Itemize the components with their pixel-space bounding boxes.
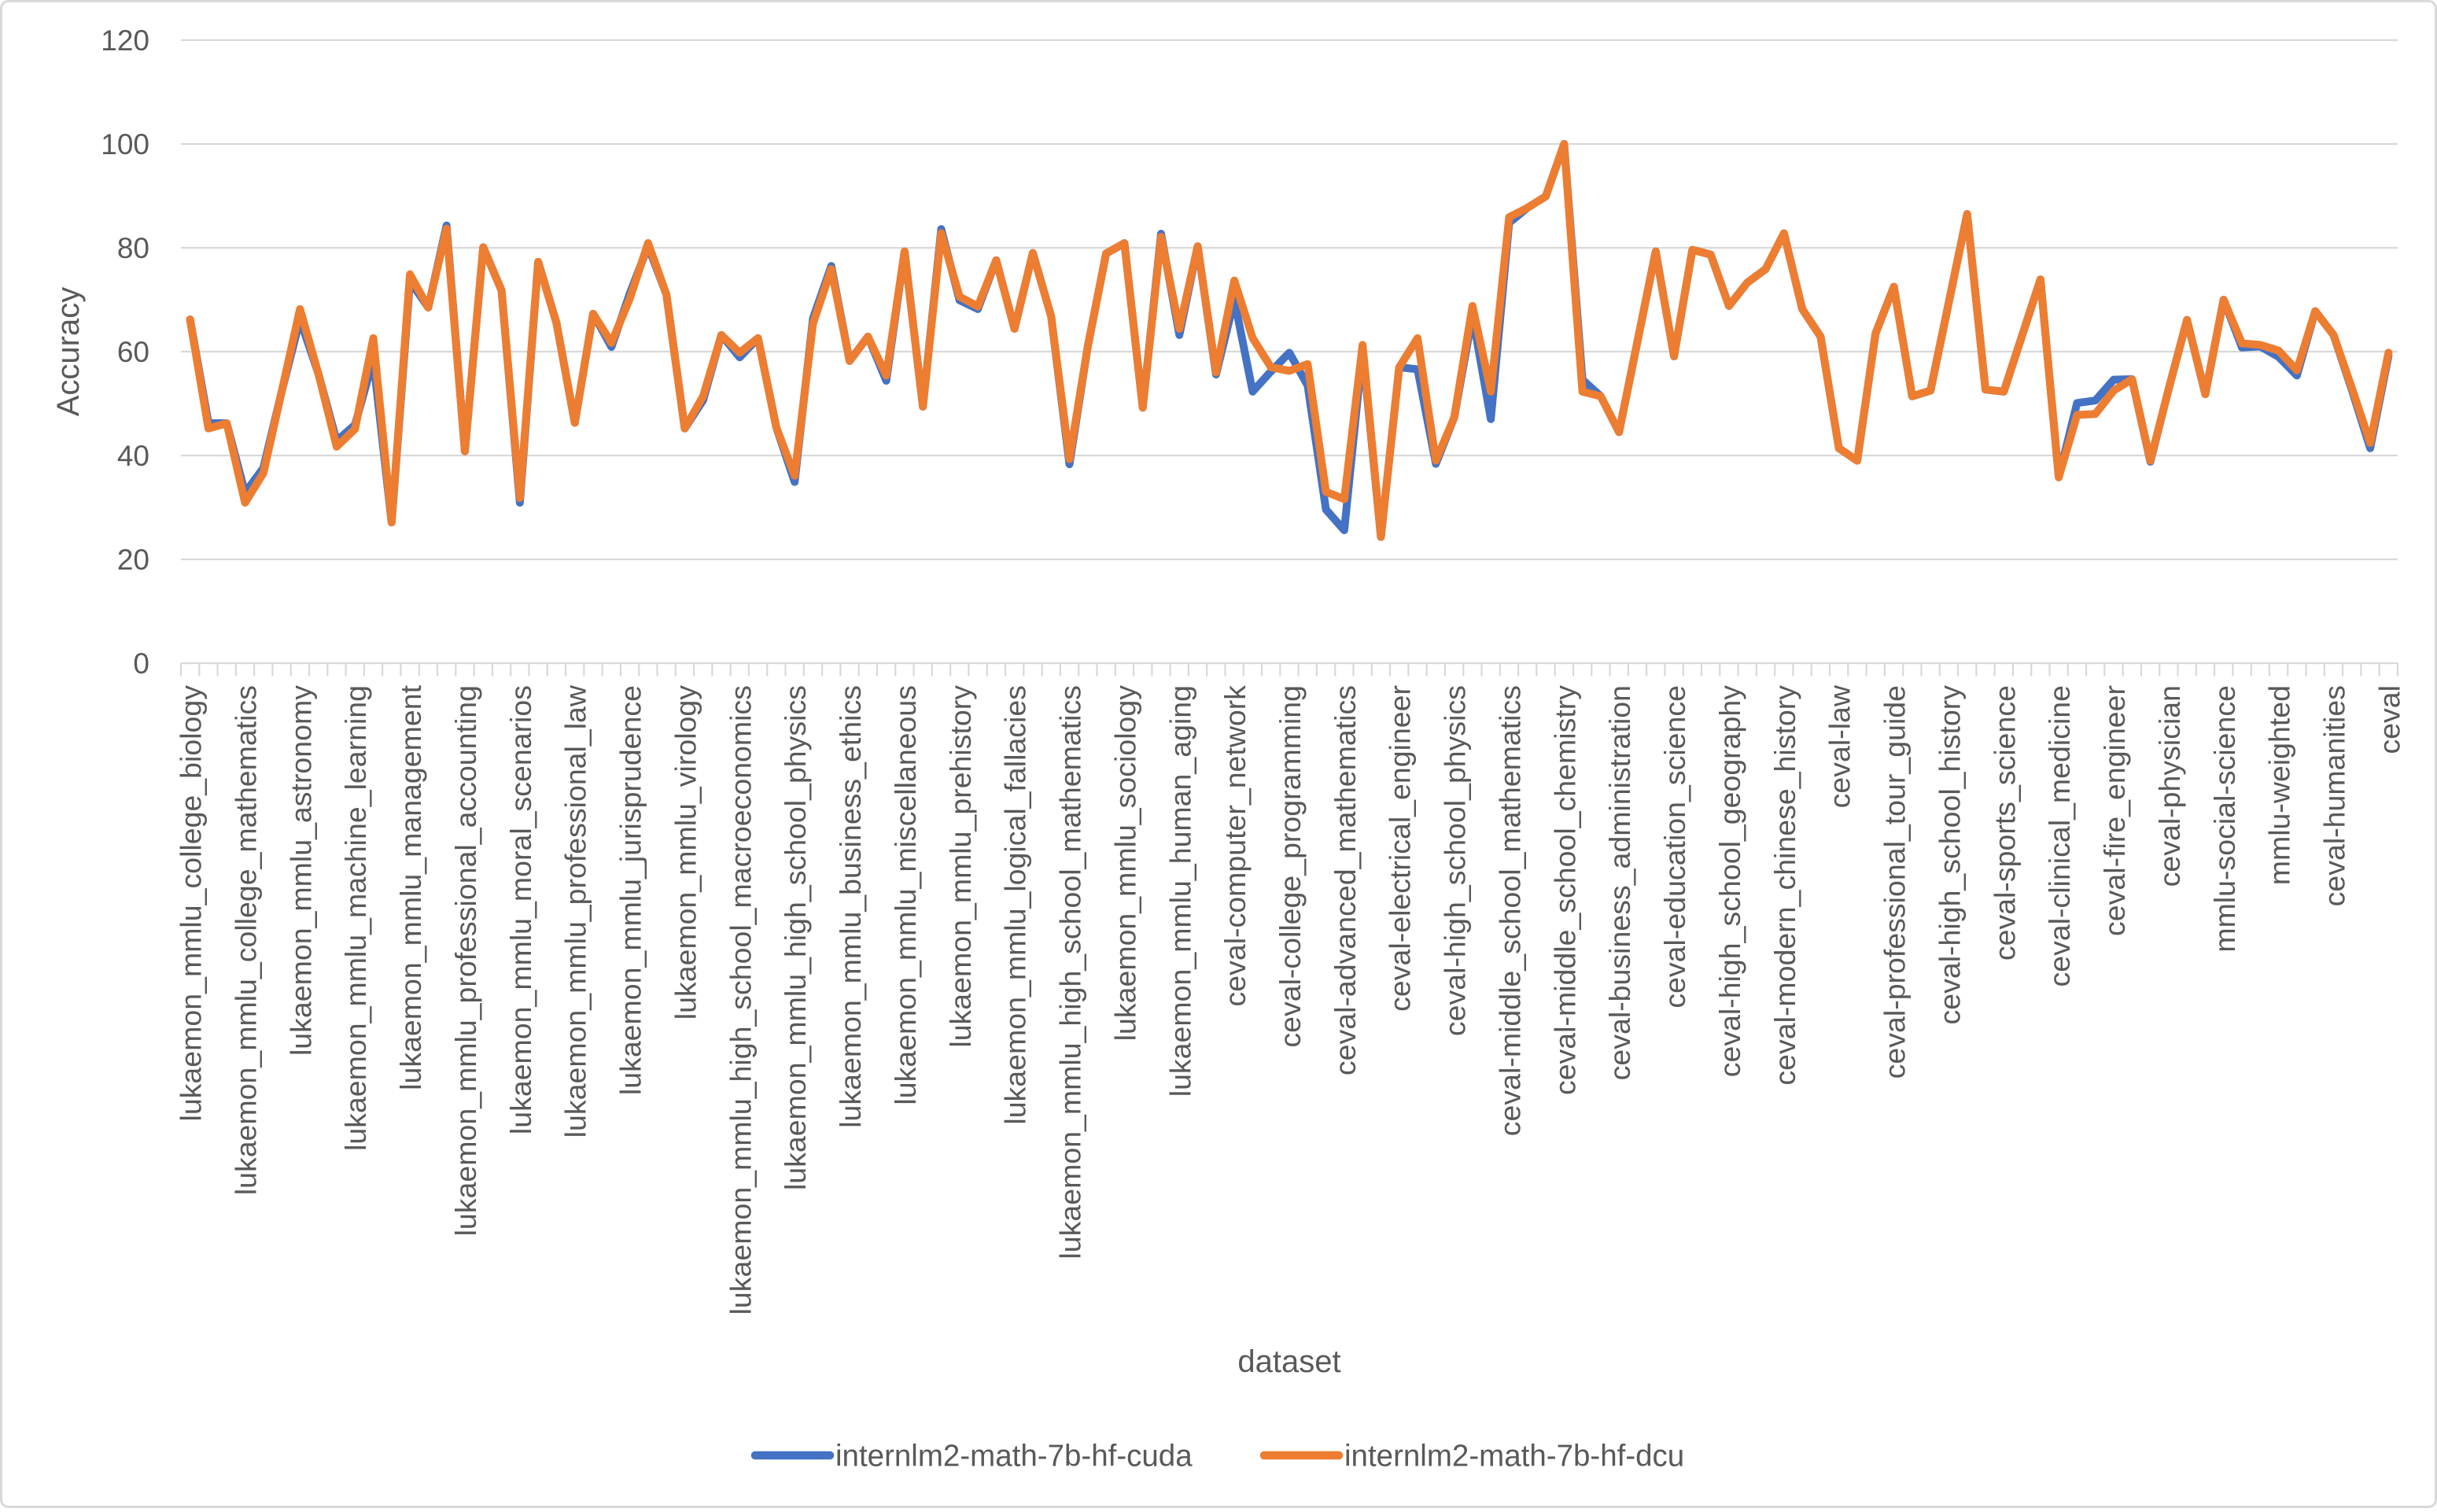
svg-text:ceval-high_school_history: ceval-high_school_history: [1933, 685, 1966, 1025]
svg-text:lukaemon_mmlu_high_school_phys: lukaemon_mmlu_high_school_physics: [779, 685, 812, 1190]
svg-text:120: 120: [101, 24, 149, 57]
svg-text:ceval-humanities: ceval-humanities: [2318, 685, 2351, 906]
svg-text:mmlu-social-science: mmlu-social-science: [2208, 685, 2241, 953]
svg-text:lukaemon_mmlu_management: lukaemon_mmlu_management: [394, 684, 427, 1090]
svg-text:lukaemon_mmlu_logical_fallacie: lukaemon_mmlu_logical_fallacies: [999, 685, 1032, 1125]
svg-text:lukaemon_mmlu_moral_scenarios: lukaemon_mmlu_moral_scenarios: [504, 685, 537, 1134]
svg-text:lukaemon_mmlu_miscellaneous: lukaemon_mmlu_miscellaneous: [889, 685, 922, 1105]
svg-text:ceval-business_administration: ceval-business_administration: [1603, 685, 1636, 1080]
svg-text:ceval-middle_school_mathematic: ceval-middle_school_mathematics: [1494, 685, 1527, 1136]
svg-text:lukaemon_mmlu_sociology: lukaemon_mmlu_sociology: [1108, 685, 1141, 1042]
svg-text:ceval-law: ceval-law: [1823, 684, 1856, 808]
svg-text:internlm2-math-7b-hf-dcu: internlm2-math-7b-hf-dcu: [1344, 1440, 1684, 1473]
svg-text:ceval-college_programming: ceval-college_programming: [1274, 685, 1307, 1048]
svg-text:ceval-modern_chinese_history: ceval-modern_chinese_history: [1768, 685, 1801, 1086]
svg-text:100: 100: [101, 128, 149, 160]
svg-text:lukaemon_mmlu_high_school_math: lukaemon_mmlu_high_school_mathematics: [1054, 685, 1087, 1259]
svg-text:lukaemon_mmlu_jurisprudence: lukaemon_mmlu_jurisprudence: [614, 685, 647, 1095]
svg-text:lukaemon_mmlu_prehistory: lukaemon_mmlu_prehistory: [944, 685, 977, 1048]
svg-text:ceval-advanced_mathematics: ceval-advanced_mathematics: [1329, 685, 1362, 1075]
svg-text:ceval-education_science: ceval-education_science: [1658, 685, 1691, 1009]
svg-text:ceval-professional_tour_guide: ceval-professional_tour_guide: [1878, 685, 1912, 1079]
svg-text:ceval-physician: ceval-physician: [2153, 685, 2186, 887]
svg-text:ceval-high_school_geography: ceval-high_school_geography: [1713, 685, 1746, 1078]
svg-text:ceval-high_school_physics: ceval-high_school_physics: [1439, 685, 1472, 1036]
svg-text:0: 0: [133, 647, 149, 680]
svg-text:ceval-sports_science: ceval-sports_science: [1988, 685, 2021, 961]
svg-text:mmlu-weighted: mmlu-weighted: [2263, 685, 2296, 885]
svg-text:lukaemon_mmlu_astronomy: lukaemon_mmlu_astronomy: [284, 685, 317, 1056]
svg-text:dataset: dataset: [1237, 1344, 1340, 1379]
svg-text:ceval-computer_network: ceval-computer_network: [1218, 685, 1252, 1007]
svg-text:lukaemon_mmlu_college_biology: lukaemon_mmlu_college_biology: [175, 685, 208, 1122]
svg-text:lukaemon_mmlu_machine_learning: lukaemon_mmlu_machine_learning: [339, 685, 372, 1151]
svg-text:lukaemon_mmlu_high_school_macr: lukaemon_mmlu_high_school_macroeconomics: [724, 685, 757, 1315]
svg-text:lukaemon_mmlu_college_mathemat: lukaemon_mmlu_college_mathematics: [230, 685, 263, 1195]
svg-text:lukaemon_mmlu_human_aging: lukaemon_mmlu_human_aging: [1163, 685, 1196, 1097]
svg-text:lukaemon_mmlu_virology: lukaemon_mmlu_virology: [669, 685, 702, 1020]
svg-text:lukaemon_mmlu_professional_law: lukaemon_mmlu_professional_law: [559, 684, 592, 1138]
svg-text:ceval-fire_engineer: ceval-fire_engineer: [2098, 685, 2131, 936]
svg-text:40: 40: [117, 440, 149, 472]
svg-text:Accuracy: Accuracy: [51, 287, 86, 417]
svg-text:lukaemon_mmlu_professional_acc: lukaemon_mmlu_professional_accounting: [449, 685, 482, 1236]
svg-text:20: 20: [117, 544, 149, 576]
svg-text:60: 60: [117, 336, 149, 368]
svg-text:ceval-middle_school_chemistry: ceval-middle_school_chemistry: [1548, 685, 1581, 1095]
svg-text:80: 80: [117, 232, 149, 264]
svg-text:ceval-clinical_medicine: ceval-clinical_medicine: [2043, 685, 2076, 987]
svg-text:internlm2-math-7b-hf-cuda: internlm2-math-7b-hf-cuda: [835, 1440, 1193, 1473]
svg-text:ceval: ceval: [2372, 685, 2406, 754]
svg-text:lukaemon_mmlu_business_ethics: lukaemon_mmlu_business_ethics: [834, 685, 867, 1128]
svg-text:ceval-electrical_engineer: ceval-electrical_engineer: [1384, 685, 1417, 1012]
